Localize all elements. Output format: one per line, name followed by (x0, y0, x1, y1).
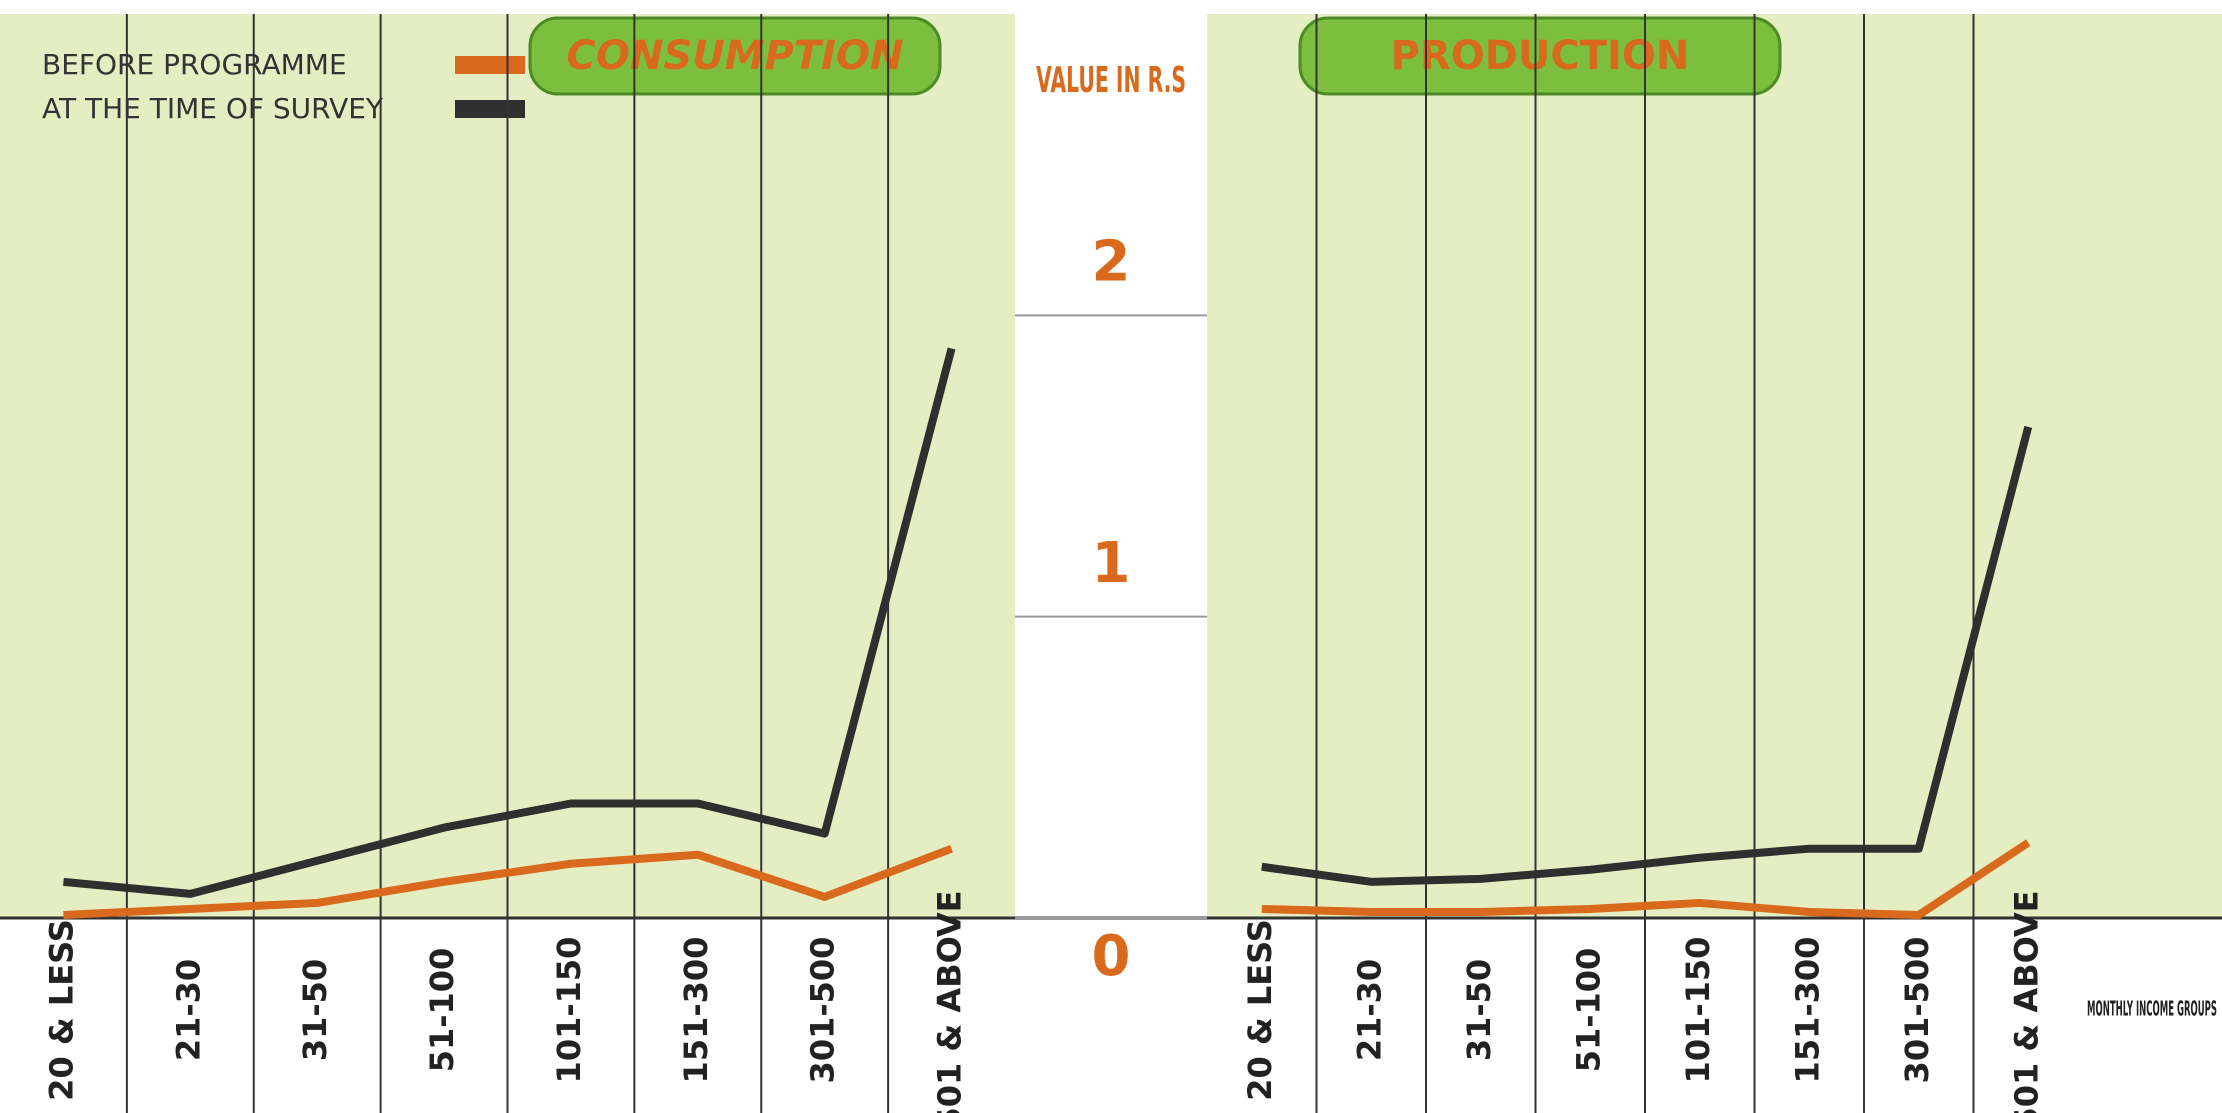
y-tick-label: 2 (1092, 229, 1131, 294)
plot-area (1207, 14, 2222, 918)
x-axis-label: MONTHLY INCOME GROUPS (2087, 997, 2217, 1021)
legend-swatch (455, 56, 525, 74)
x-tick-label: 501 & ABOVE (2007, 890, 2045, 1113)
y-tick-label: 1 (1092, 531, 1131, 596)
axis-column (1015, 14, 1207, 1113)
series-line (1261, 839, 2031, 919)
x-tick-label: 51-100 (1569, 948, 1607, 1073)
series-line (63, 844, 953, 919)
legend-label: BEFORE PROGRAMME (42, 48, 347, 81)
x-tick-label: 101-150 (1679, 937, 1717, 1084)
chart-title: PRODUCTION (1391, 33, 1690, 79)
x-tick-label: 151-300 (677, 937, 715, 1084)
x-tick-label: 51-100 (423, 948, 461, 1073)
x-tick-label: 301-500 (804, 937, 842, 1084)
chart-title: CONSUMPTION (567, 33, 904, 79)
x-tick-label: 31-50 (1460, 959, 1498, 1061)
x-tick-label: 501 & ABOVE (931, 890, 969, 1113)
title-box (1298, 16, 1782, 96)
title-box (528, 16, 942, 96)
x-tick-label: 31-50 (296, 959, 334, 1061)
legend-label: AT THE TIME OF SURVEY (42, 92, 384, 125)
x-tick-label: 21-30 (1350, 959, 1388, 1061)
series-line (63, 347, 956, 898)
series-line (1261, 425, 2033, 886)
x-tick-label: 20 & LESS (1241, 919, 1279, 1101)
x-tick-label: 20 & LESS (42, 919, 80, 1101)
legend-swatch (455, 100, 525, 118)
x-tick-label: 301-500 (1898, 937, 1936, 1084)
y-tick-label: 0 (1092, 924, 1131, 989)
x-tick-label: 151-300 (1788, 937, 1826, 1084)
x-tick-label: 21-30 (169, 959, 207, 1061)
x-tick-label: 101-150 (550, 937, 588, 1084)
y-axis-label: VALUE IN R.S (1036, 60, 1186, 101)
